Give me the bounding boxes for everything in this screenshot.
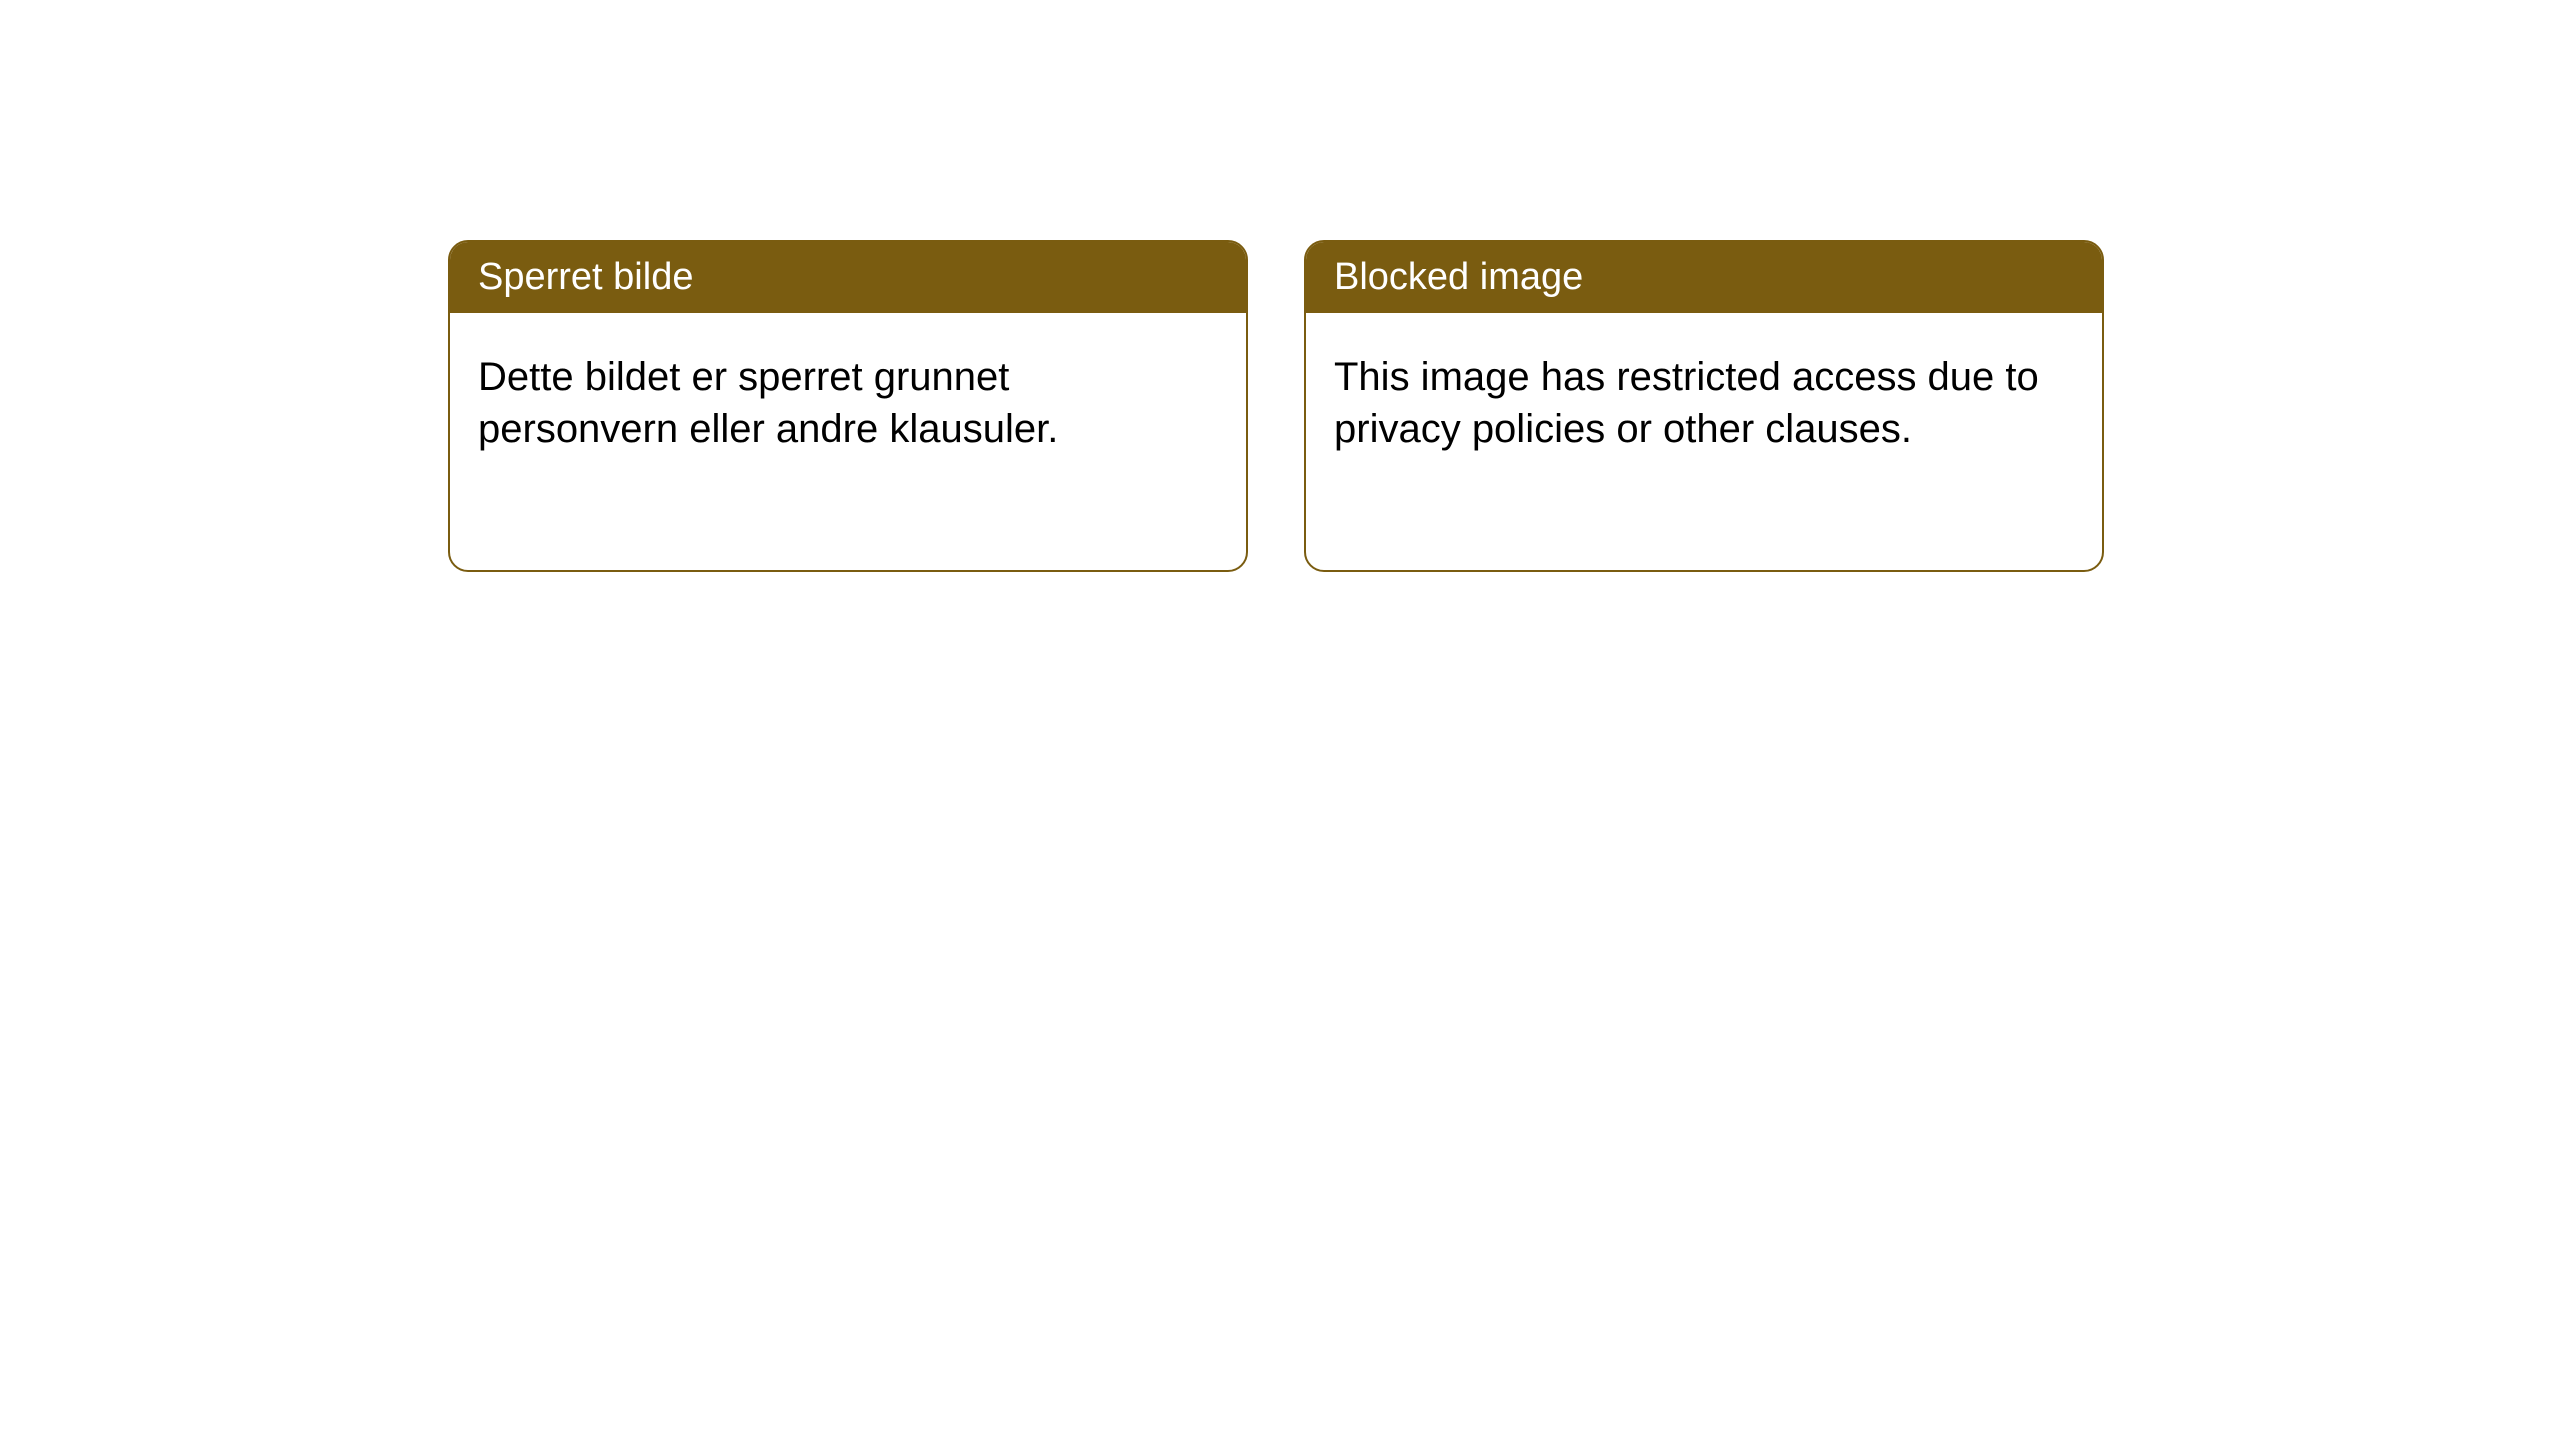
notice-body: Dette bildet er sperret grunnet personve… xyxy=(450,313,1246,493)
notice-body: This image has restricted access due to … xyxy=(1306,313,2102,493)
notice-card-norwegian: Sperret bilde Dette bildet er sperret gr… xyxy=(448,240,1248,572)
notice-title: Blocked image xyxy=(1306,242,2102,313)
notice-container: Sperret bilde Dette bildet er sperret gr… xyxy=(448,240,2104,572)
notice-card-english: Blocked image This image has restricted … xyxy=(1304,240,2104,572)
notice-title: Sperret bilde xyxy=(450,242,1246,313)
